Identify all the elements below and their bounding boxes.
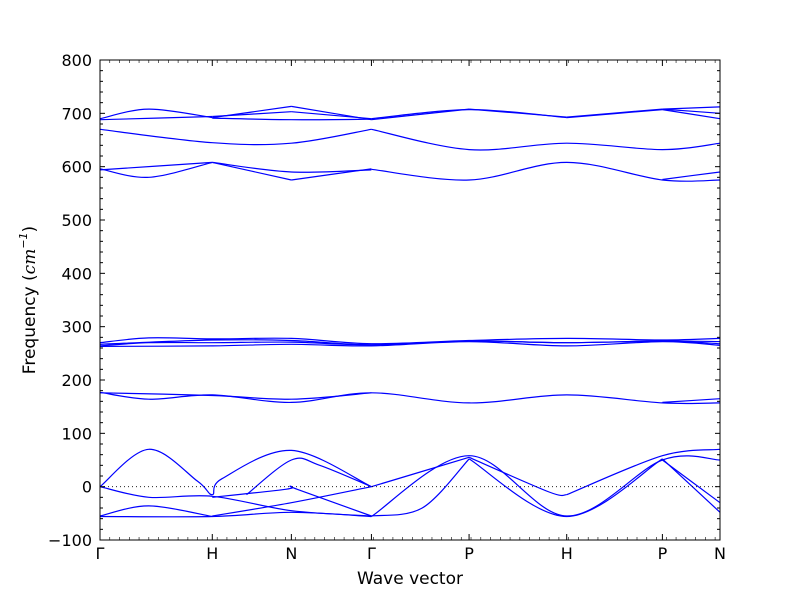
band-line-18	[99, 161, 213, 171]
band-line-13	[662, 109, 721, 120]
band-line-17	[99, 161, 213, 178]
y-axis-label: Frequency (cm−1)	[17, 226, 40, 374]
y-axis-label-exponent: −1	[17, 232, 30, 248]
y-tick-label: 0	[82, 478, 92, 497]
band-line-0	[99, 108, 213, 120]
band-line-36	[246, 457, 372, 496]
x-tick-label: N	[714, 544, 726, 563]
y-tick-label: 500	[61, 211, 92, 230]
band-line-39	[468, 456, 567, 497]
y-axis-label-unit: cm	[20, 249, 40, 275]
x-tick-label: N	[285, 544, 297, 563]
x-axis-label: Wave vector	[357, 569, 463, 589]
band-line-34	[99, 511, 372, 518]
band-line-6	[212, 117, 372, 121]
band-line-11	[371, 108, 567, 120]
band-line-31	[99, 448, 372, 496]
dispersion-curves	[99, 105, 721, 518]
y-tick-label: 100	[61, 424, 92, 443]
band-line-44	[371, 455, 721, 518]
y-tick-label: 300	[61, 318, 92, 337]
band-line-29	[99, 392, 372, 400]
y-tick-label: 700	[61, 104, 92, 123]
y-tick-label: 800	[61, 51, 92, 70]
band-line-22	[371, 161, 721, 182]
band-line-1	[99, 115, 213, 121]
band-line-4	[212, 111, 292, 118]
band-line-33	[99, 505, 213, 518]
band-line-42	[468, 458, 663, 518]
y-tick-label: 200	[61, 371, 92, 390]
x-tick-label: Γ	[367, 544, 376, 563]
y-axis-label-text: Frequency (	[20, 274, 40, 374]
band-line-21	[212, 161, 372, 173]
y-tick-label: 600	[61, 158, 92, 177]
band-line-15	[99, 128, 372, 146]
x-tick-label: Γ	[96, 544, 105, 563]
plot-frame	[99, 59, 721, 541]
band-line-24	[99, 337, 721, 345]
band-line-28	[99, 391, 721, 405]
band-line-27	[99, 340, 721, 347]
band-line-40	[566, 448, 721, 496]
band-line-23	[662, 171, 721, 181]
x-tick-label: P	[464, 544, 474, 563]
band-line-38	[371, 456, 470, 488]
x-tick-label: P	[658, 544, 668, 563]
band-line-16	[371, 128, 721, 151]
band-line-37	[212, 485, 372, 517]
y-axis-ticks: −100 0 100 200 300 400 500 600 700 800	[48, 51, 720, 550]
y-tick-label: −100	[48, 531, 92, 550]
y-axis-label-close: )	[20, 226, 40, 233]
band-line-35	[212, 486, 372, 517]
band-line-10	[662, 106, 721, 110]
y-tick-label: 400	[61, 264, 92, 283]
band-line-45	[662, 459, 721, 504]
band-line-5	[291, 111, 372, 120]
band-line-41	[371, 458, 470, 517]
x-tick-label: H	[561, 544, 573, 563]
band-line-2	[212, 105, 292, 119]
band-line-26	[99, 340, 721, 347]
x-tick-label: H	[206, 544, 218, 563]
band-line-12	[566, 109, 663, 119]
band-line-30	[662, 398, 721, 403]
